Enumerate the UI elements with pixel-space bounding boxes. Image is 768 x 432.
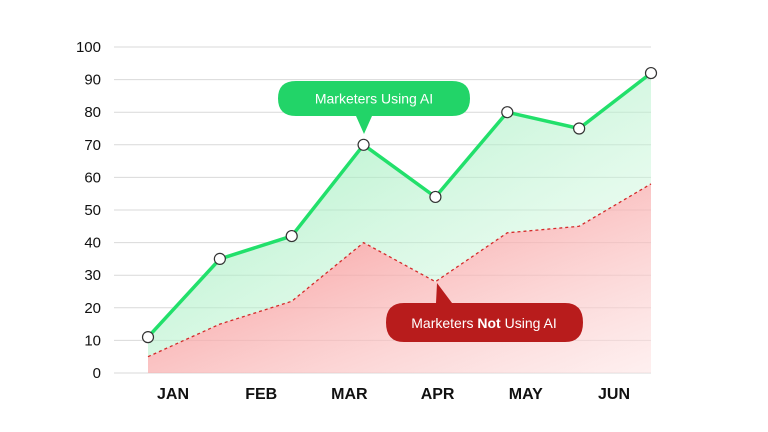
callout-not-using-ai-label: Marketers Not Using AI — [411, 315, 556, 331]
data-point-using-ai — [644, 66, 658, 80]
y-tick-label: 30 — [84, 267, 101, 284]
y-tick-label: 60 — [84, 169, 101, 186]
data-point-using-ai — [285, 229, 298, 243]
y-axis-ticks: 0 10 20 30 40 50 60 70 80 90 100 — [76, 39, 101, 382]
x-tick-label: FEB — [245, 386, 277, 403]
data-point-using-ai — [429, 190, 442, 204]
y-tick-label: 0 — [93, 365, 101, 382]
data-point-using-ai — [573, 122, 586, 135]
data-point-using-ai — [501, 106, 514, 119]
y-tick-label: 70 — [84, 137, 101, 154]
callout-not-using-ai-bold: Not — [477, 315, 501, 331]
callout-not-using-ai-post: Using AI — [501, 315, 557, 331]
data-point-using-ai — [213, 252, 226, 265]
y-tick-label: 90 — [84, 72, 101, 89]
x-tick-label: JAN — [157, 386, 189, 403]
points — [141, 66, 658, 344]
x-tick-label: JUN — [598, 386, 630, 403]
callout-not-using-ai: Marketers Not Using AI — [386, 283, 583, 342]
line-using-ai — [146, 71, 653, 339]
y-tick-label: 50 — [84, 202, 101, 219]
y-tick-label: 100 — [76, 39, 101, 56]
callout-not-using-ai-bubble — [386, 283, 583, 342]
lines — [146, 71, 653, 358]
x-tick-label: APR — [421, 386, 455, 403]
callout-using-ai-label: Marketers Using AI — [315, 91, 433, 107]
line-not-using-ai — [147, 183, 652, 358]
y-tick-label: 40 — [84, 235, 101, 252]
x-tick-label: MAR — [331, 386, 368, 403]
y-tick-label: 80 — [84, 104, 101, 121]
area-using-ai — [148, 73, 651, 357]
callout-not-using-ai-pre: Marketers — [411, 315, 477, 331]
callout-using-ai-bubble — [278, 81, 470, 134]
x-tick-label: MAY — [509, 386, 543, 403]
y-tick-label: 10 — [84, 332, 101, 349]
data-point-using-ai — [141, 331, 155, 344]
x-axis-ticks: JAN FEB MAR APR MAY JUN — [157, 386, 630, 403]
y-tick-label: 20 — [84, 300, 101, 317]
data-point-using-ai — [357, 138, 370, 151]
callout-using-ai: Marketers Using AI — [278, 81, 470, 134]
